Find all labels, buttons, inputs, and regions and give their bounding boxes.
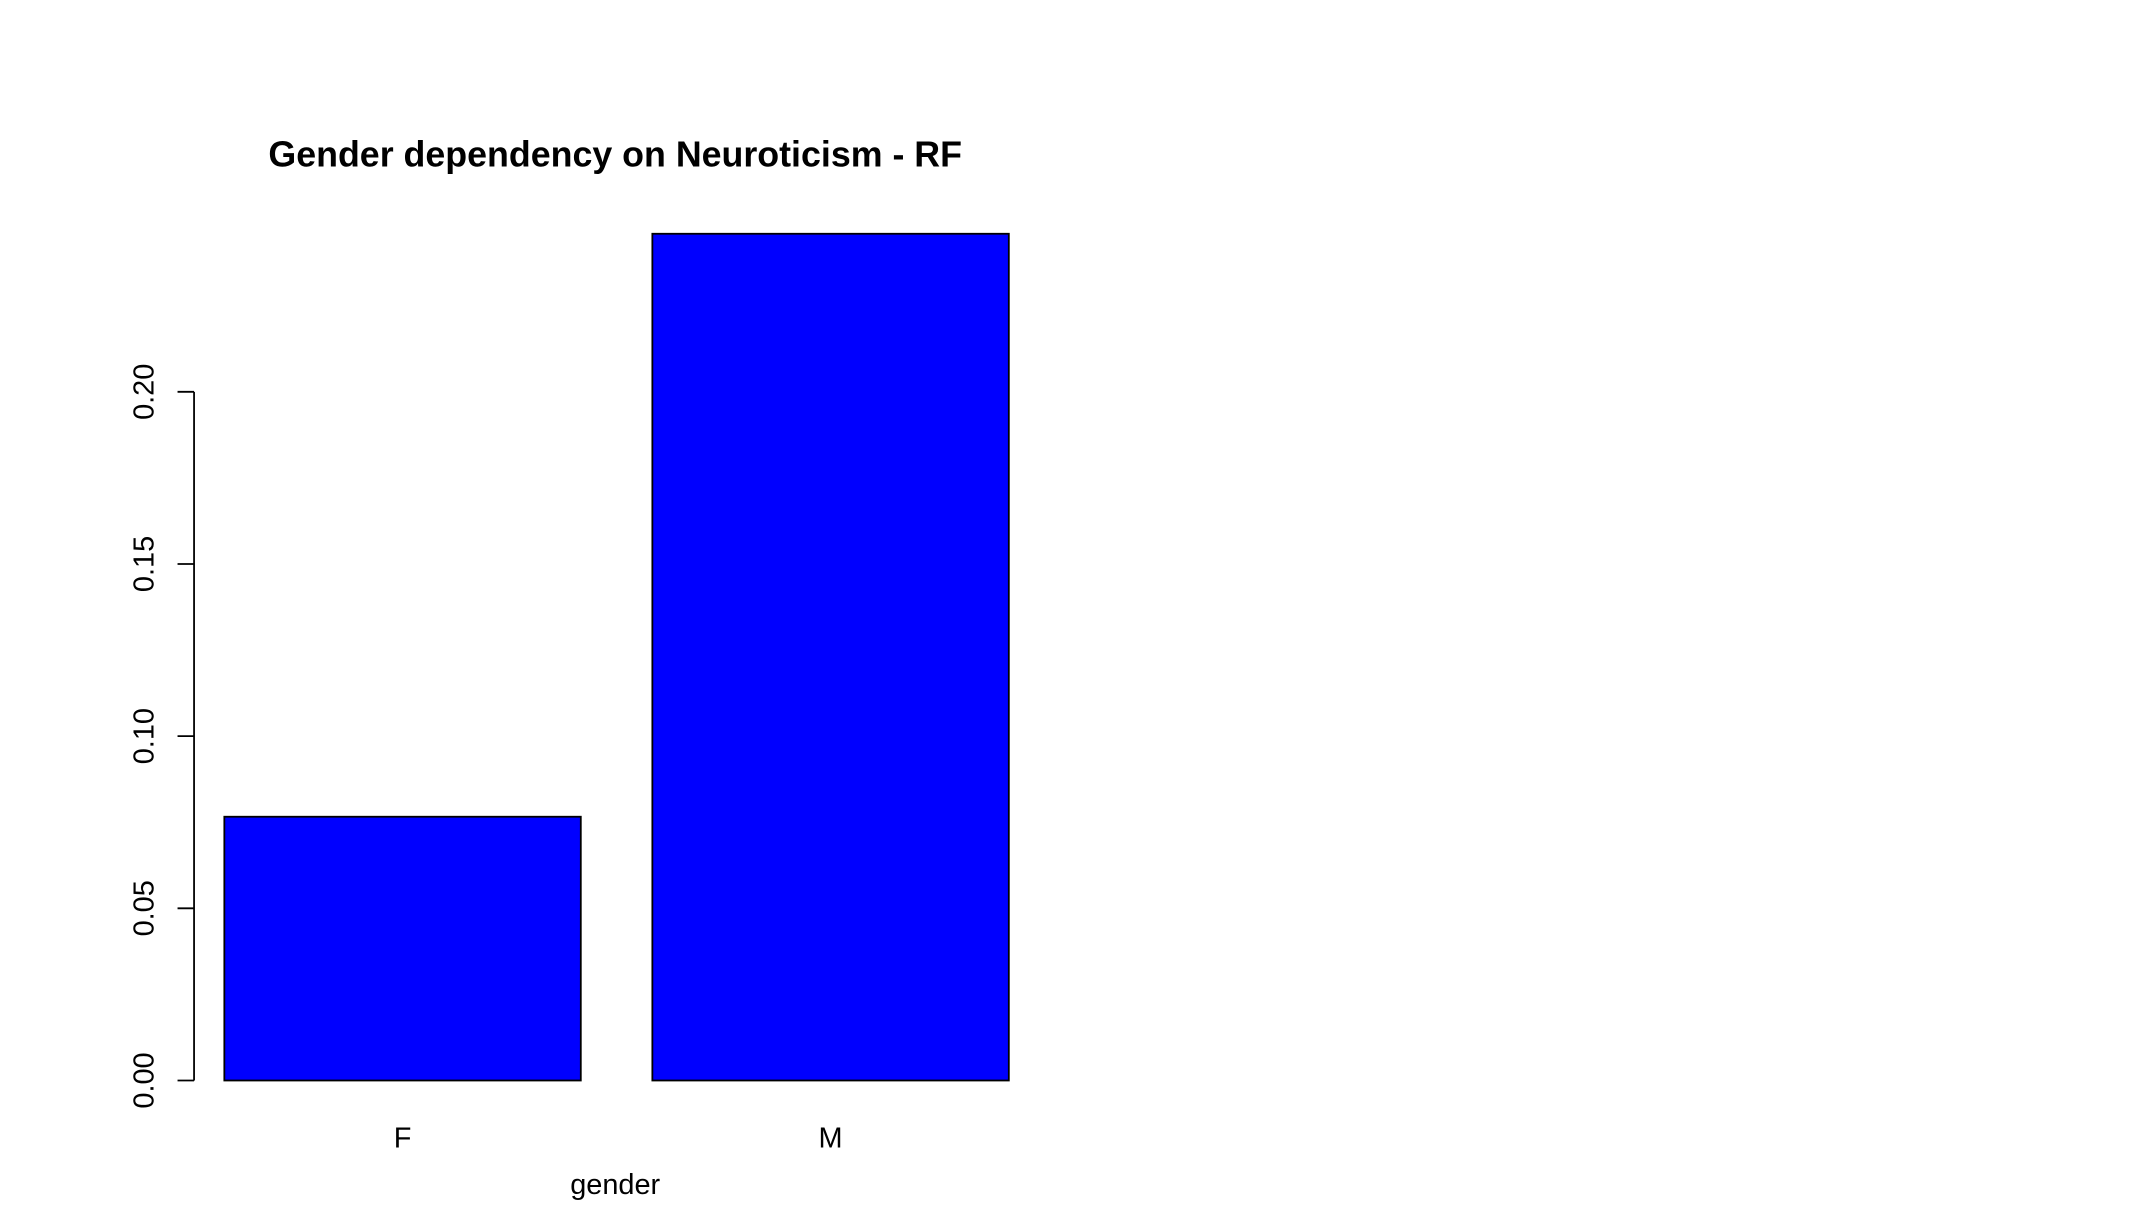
y-tick-label: 0.05 (129, 880, 161, 936)
bar (651, 232, 1010, 1082)
y-tick-label: 0.10 (129, 708, 161, 764)
x-axis-label: gender (570, 1169, 660, 1201)
bar (223, 815, 582, 1082)
y-tick-label: 0.20 (129, 364, 161, 420)
y-tick-label: 0.00 (129, 1052, 161, 1108)
chart-title: Gender dependency on Neuroticism - RF (268, 134, 962, 174)
y-tick-label: 0.15 (129, 536, 161, 592)
x-tick-label: M (819, 1122, 843, 1154)
x-tick-label: F (394, 1122, 412, 1154)
